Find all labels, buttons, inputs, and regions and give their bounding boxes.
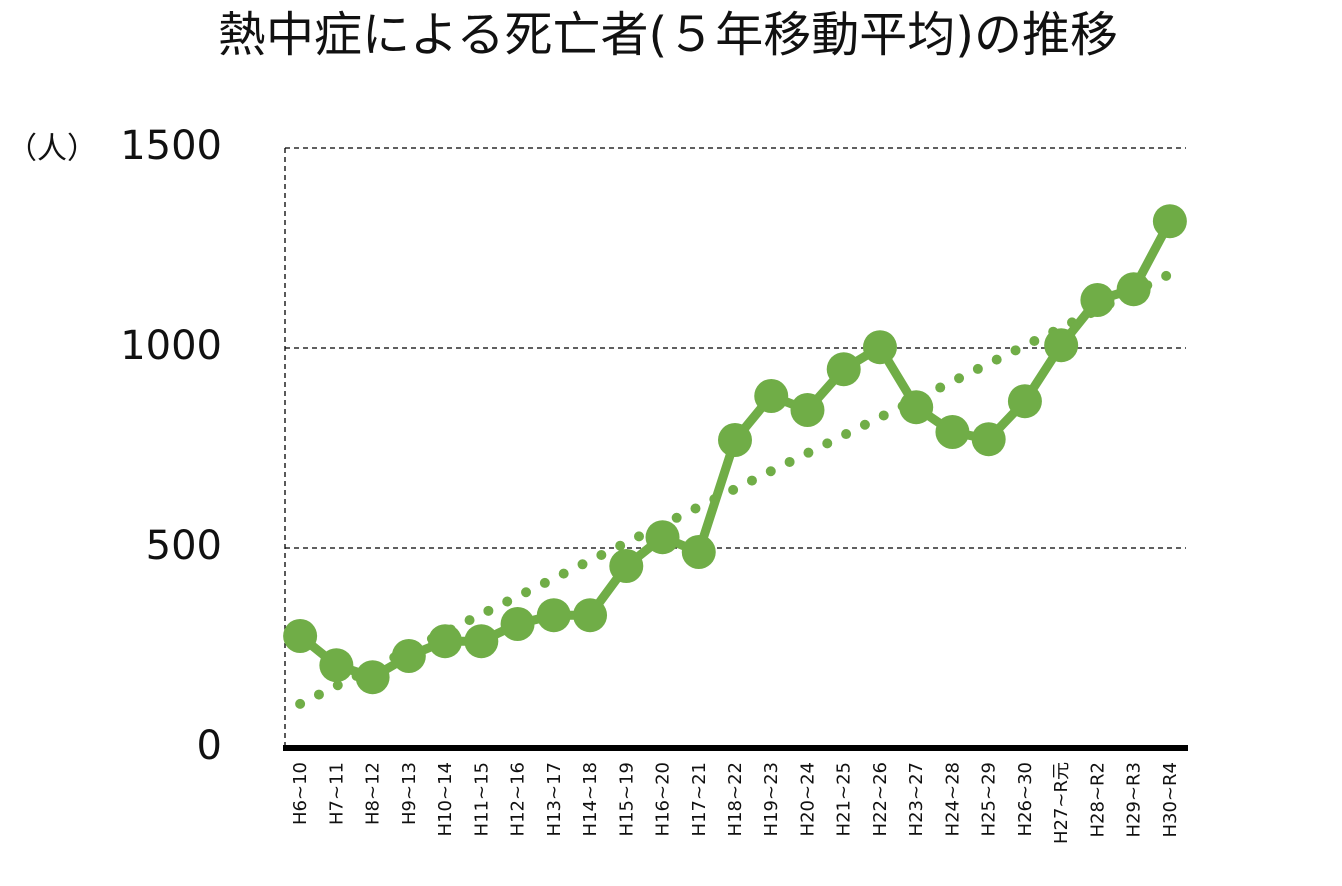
data-point xyxy=(391,639,426,673)
data-point xyxy=(1116,272,1151,307)
x-tick-label: H11~15 xyxy=(471,762,492,836)
x-tick-label: H20~24 xyxy=(797,762,818,836)
x-tick-label: H21~25 xyxy=(834,762,855,836)
x-tick-label: H9~13 xyxy=(399,762,420,825)
x-tick-label: H12~16 xyxy=(508,762,529,836)
x-tick-label: H29~R3 xyxy=(1124,762,1145,837)
data-point xyxy=(500,607,535,641)
data-point xyxy=(609,549,644,583)
data-point xyxy=(1044,328,1079,363)
x-tick-label: H24~28 xyxy=(942,762,963,836)
data-point xyxy=(862,330,897,365)
data-point xyxy=(971,422,1006,457)
trendline xyxy=(295,269,1175,709)
data-point xyxy=(428,624,463,659)
x-tick-label: H28~R2 xyxy=(1087,762,1108,837)
data-point xyxy=(935,415,970,449)
x-tick-label: H10~14 xyxy=(435,762,456,836)
y-tick-label: 0 xyxy=(197,723,222,769)
x-tick-label: H17~21 xyxy=(689,762,710,836)
y-tick-label: 1500 xyxy=(120,123,222,169)
data-point xyxy=(718,423,752,457)
data-point xyxy=(355,660,390,695)
y-tick-label: 500 xyxy=(146,523,222,569)
data-point xyxy=(464,624,499,659)
x-tick-label: H27~R元 xyxy=(1051,762,1072,844)
data-point xyxy=(319,648,354,683)
data-point xyxy=(754,379,789,413)
data-point xyxy=(536,598,571,633)
y-tick-label: 1000 xyxy=(120,323,222,369)
data-point xyxy=(1007,384,1042,419)
y-axis-label: （人） xyxy=(7,132,97,167)
x-tick-label: H25~29 xyxy=(979,762,1000,836)
data-point xyxy=(1152,204,1187,239)
x-tick-label: H7~11 xyxy=(326,762,347,825)
data-point xyxy=(283,619,318,653)
data-point xyxy=(1080,283,1115,317)
x-tick-label: H18~22 xyxy=(725,762,746,836)
data-point xyxy=(645,520,680,555)
x-tick-label: H6~10 xyxy=(290,762,311,825)
x-tick-label: H13~17 xyxy=(544,762,565,836)
x-tick-label: H22~26 xyxy=(870,762,891,836)
x-tick-label: H26~30 xyxy=(1015,762,1036,836)
chart-title: 熱中症による死亡者(５年移動平均)の推移 xyxy=(218,7,1118,63)
x-tick-label: H8~12 xyxy=(363,762,384,825)
data-point xyxy=(826,352,861,387)
x-tick-label: H14~18 xyxy=(580,762,601,836)
data-point xyxy=(899,390,934,425)
data-point xyxy=(790,393,825,427)
x-tick-label: H16~20 xyxy=(653,762,674,836)
x-tick-label: H30~R4 xyxy=(1160,762,1181,837)
data-point xyxy=(573,598,608,633)
x-tick-label: H19~23 xyxy=(761,762,782,836)
x-tick-label: H23~27 xyxy=(906,762,927,836)
data-point xyxy=(681,535,716,569)
x-tick-label: H15~19 xyxy=(616,762,637,836)
